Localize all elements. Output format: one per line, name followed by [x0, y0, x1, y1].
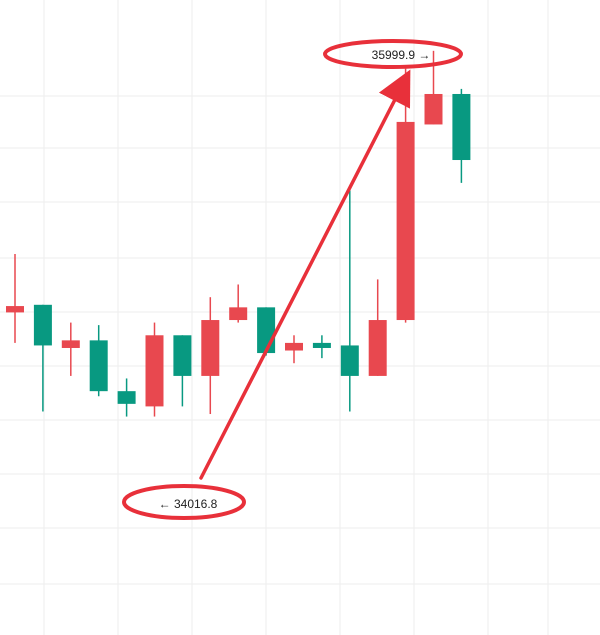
candle-body-up — [257, 307, 276, 354]
annotation-layer: 35999.9 → ← 34016.8 — [122, 39, 463, 520]
low-price-label: ← 34016.8 — [159, 497, 218, 511]
candle-body-up — [340, 345, 359, 376]
candle-body-up — [117, 391, 136, 404]
candle-body-down — [368, 320, 387, 376]
candle-body-down — [396, 121, 415, 321]
candle-body-down — [6, 306, 24, 313]
candle-body-up — [452, 93, 471, 161]
trend-arrow — [199, 69, 411, 480]
candle-body-up — [312, 342, 331, 348]
candle-body-down — [229, 307, 248, 321]
candle-body-down — [201, 320, 220, 376]
candle-series — [6, 50, 471, 417]
candle-body-down — [61, 340, 80, 348]
candle-body-down — [145, 335, 164, 407]
candle-body-down — [285, 342, 303, 351]
candle-body-up — [89, 340, 108, 392]
high-price-label: 35999.9 → — [372, 48, 431, 62]
low-annotation-ellipse — [122, 484, 246, 520]
candle-body-up — [33, 304, 52, 346]
candle-body-up — [173, 335, 192, 376]
high-annotation-ellipse — [323, 39, 463, 69]
candle-body-down — [424, 93, 443, 125]
